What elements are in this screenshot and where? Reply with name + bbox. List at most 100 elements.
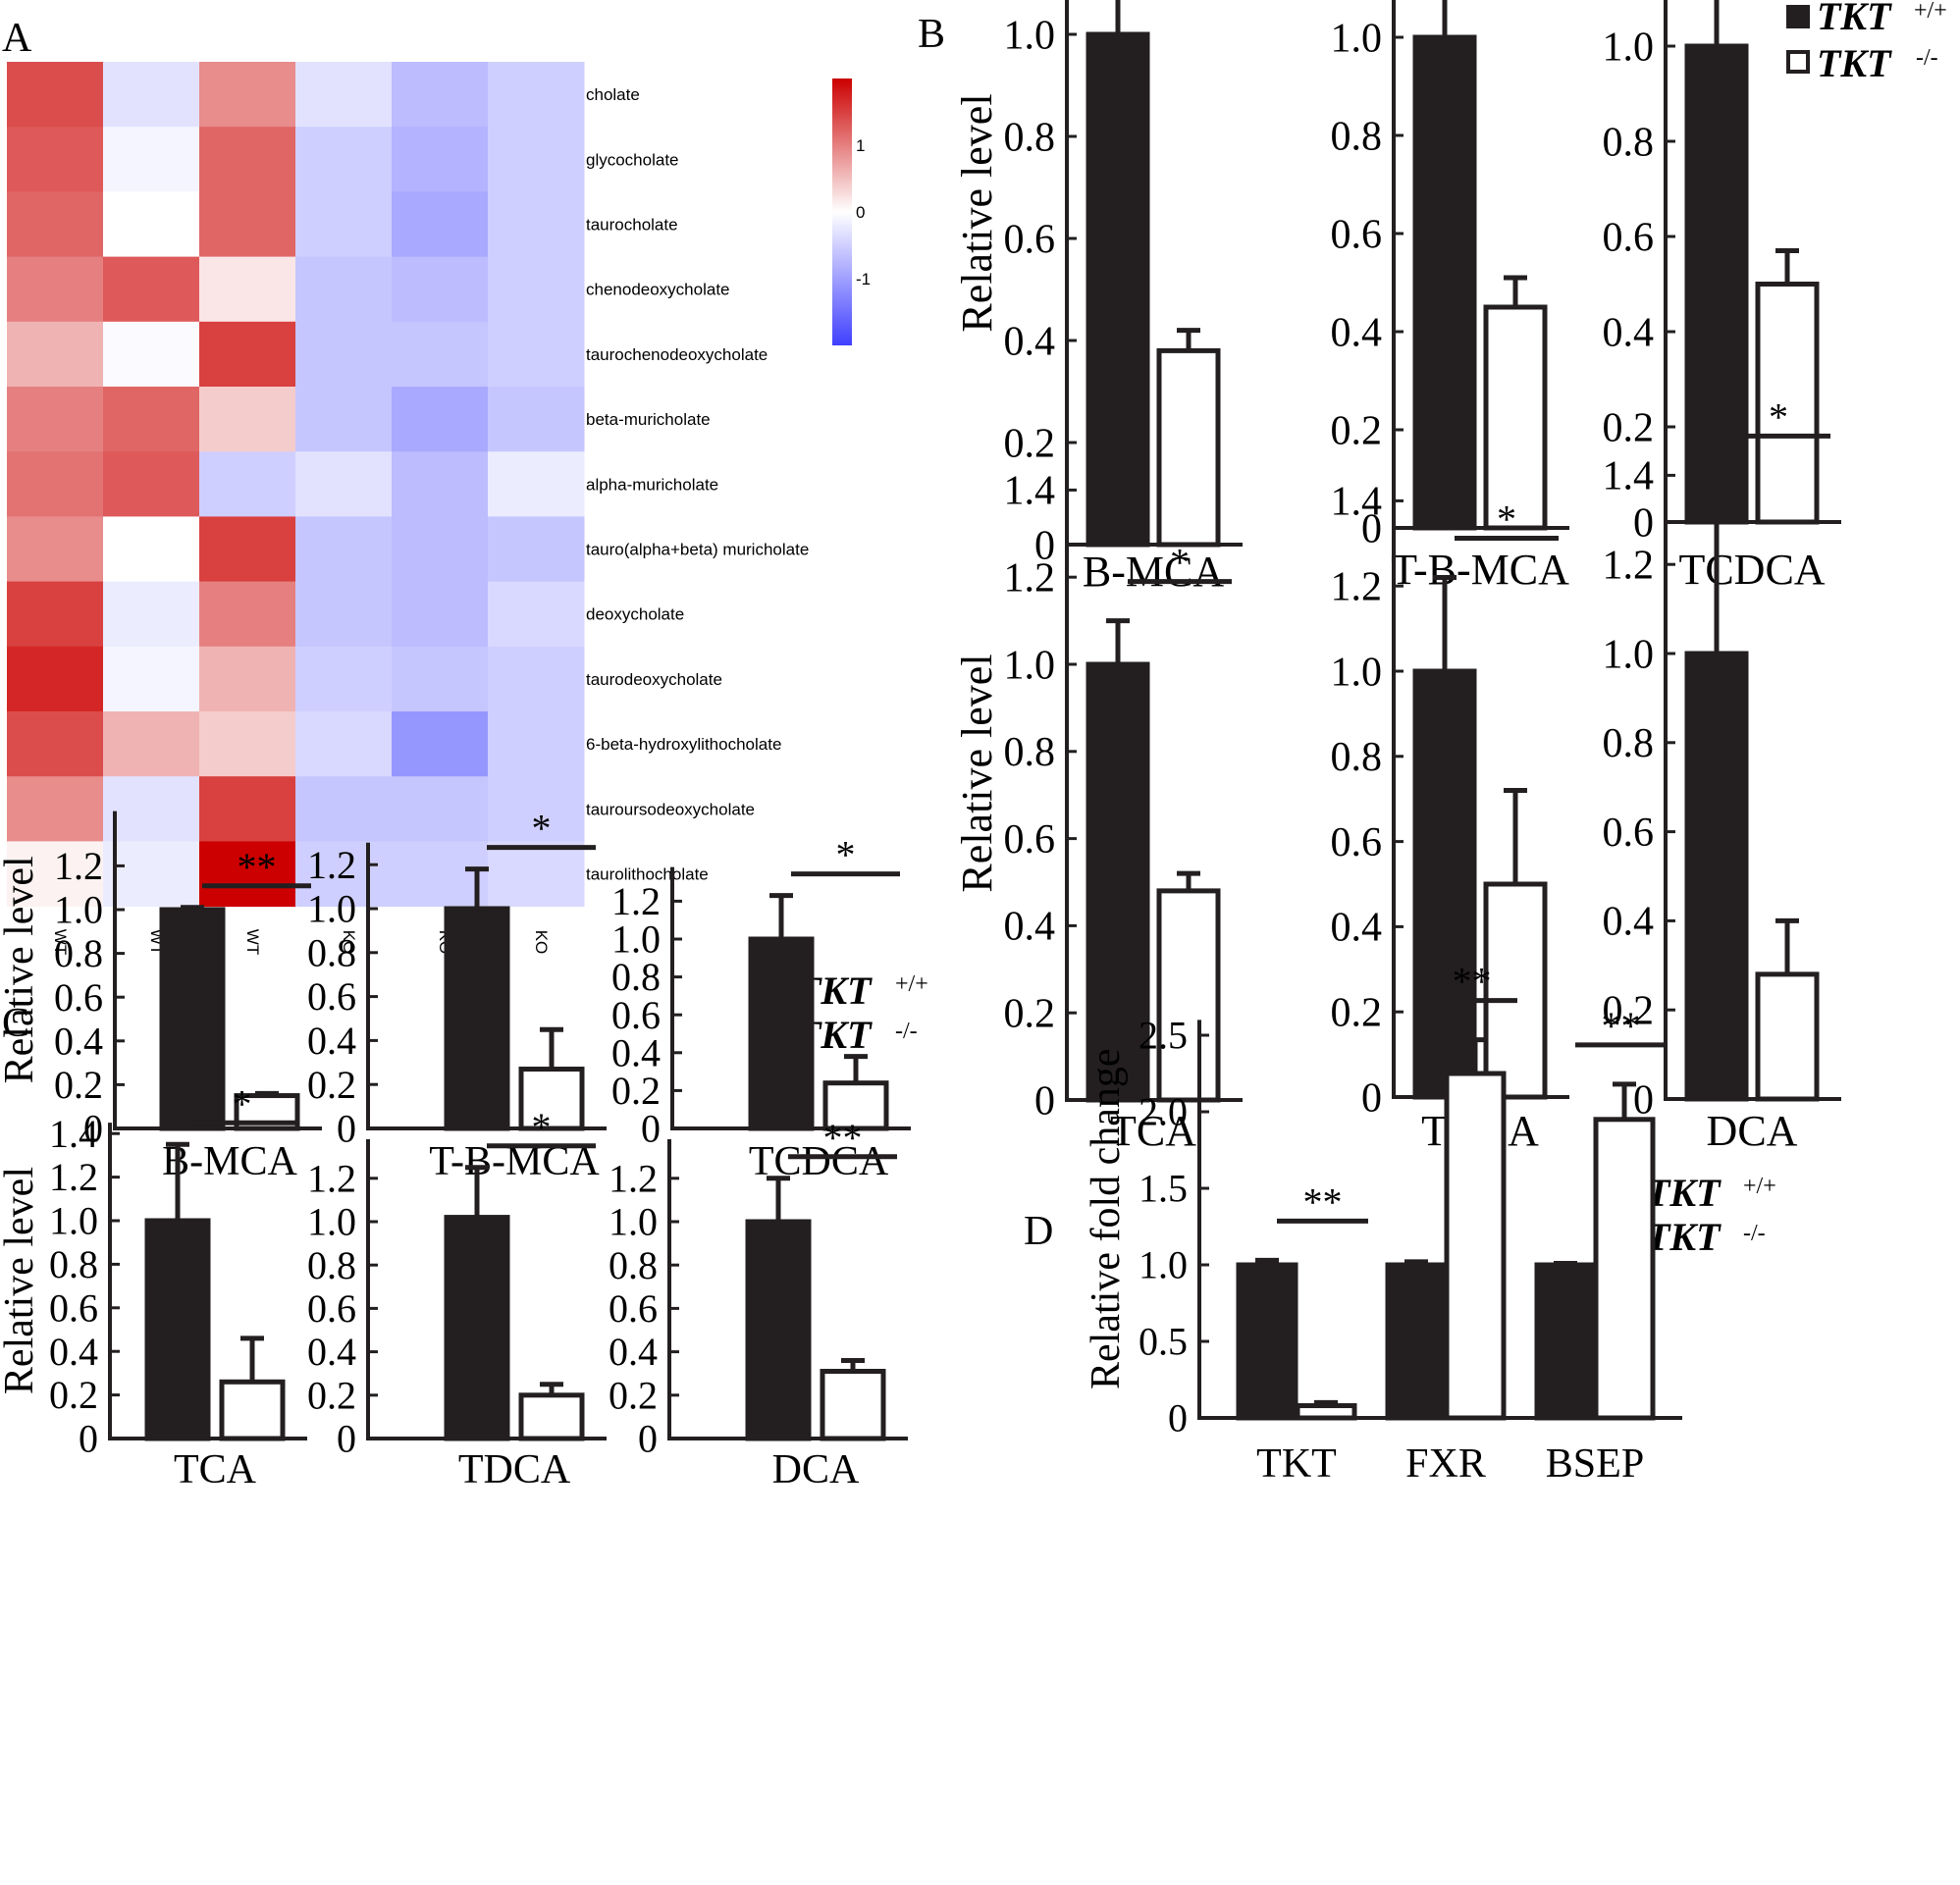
y-tick-label: 0.6 <box>307 1286 356 1331</box>
heatmap-cell <box>392 256 489 323</box>
heatmap-cell <box>392 776 489 842</box>
heatmap-cell <box>392 191 489 258</box>
heatmap-cell <box>103 387 200 452</box>
heatmap-cell <box>295 321 393 388</box>
x-category-label: TKT <box>1256 1441 1337 1487</box>
bar-wt <box>1086 661 1150 1103</box>
y-tick-label: 1.2 <box>307 843 356 887</box>
y-tick-label: 1.0 <box>49 1199 98 1243</box>
heatmap-row-label: taurochenodeoxycholate <box>586 345 768 364</box>
legend-swatch-wt <box>1786 5 1810 28</box>
y-axis-label: Relative level <box>0 1167 42 1394</box>
legend-label-ko: TKT <box>1817 41 1892 85</box>
heatmap-cell <box>392 321 489 388</box>
y-tick-label: 0.4 <box>611 1030 661 1074</box>
heatmap-cell <box>103 191 200 258</box>
significance-marker: ** <box>1303 1179 1343 1224</box>
significance-marker: * <box>1769 394 1788 439</box>
y-tick-label: 0.2 <box>54 1063 103 1107</box>
heatmap-cell <box>7 127 104 192</box>
y-tick-label: 1.5 <box>1139 1167 1188 1211</box>
legend-sup-ko: -/- <box>1743 1221 1766 1246</box>
heatmap-cell <box>199 387 296 452</box>
bar-ko <box>820 1368 886 1441</box>
heatmap-cell <box>295 841 393 908</box>
y-tick-label: 0.8 <box>54 931 103 975</box>
heatmap-cell <box>199 646 296 712</box>
bar-wt <box>1534 1262 1597 1421</box>
y-tick-label: 0 <box>638 1417 658 1461</box>
heatmap-column-label: WT <box>243 929 262 955</box>
heatmap-cell <box>488 62 585 128</box>
y-axis-label: Relative level <box>953 93 1001 332</box>
x-axis-title: TCA <box>1110 1107 1196 1155</box>
heatmap-cell <box>199 256 296 323</box>
bar-chart-B-DCA: 0 0.2 0.4 0.6 0.8 1.0 1.2 1.4 * DCA <box>1603 394 1841 1155</box>
significance-marker: ** <box>823 1116 863 1160</box>
heatmap-cell <box>103 646 200 712</box>
heatmap-cell <box>295 451 393 517</box>
y-tick-label: 1.2 <box>1603 543 1655 588</box>
y-tick-label: 0.6 <box>307 974 356 1019</box>
y-tick-label: 1.2 <box>307 1156 356 1200</box>
heatmap-cell <box>199 127 296 192</box>
color-scale-tick-label: -1 <box>856 270 871 288</box>
panel-label-c: C <box>2 1001 29 1046</box>
y-tick-label: 0.6 <box>54 975 103 1020</box>
heatmap-cell <box>103 256 200 323</box>
heatmap-cell <box>392 516 489 583</box>
y-tick-label: 0.4 <box>609 1330 658 1374</box>
bar-ko <box>1483 881 1548 1100</box>
y-tick-label: 0 <box>337 1417 356 1461</box>
y-tick-label: 0 <box>83 1107 103 1151</box>
heatmap-cell <box>295 516 393 583</box>
bar-wt <box>1412 668 1477 1100</box>
color-scale-tick-label: 1 <box>856 136 865 155</box>
heatmap-cell <box>488 127 585 192</box>
y-axis-label: Relative fold change <box>1084 1048 1129 1389</box>
y-tick-label: 0.8 <box>611 955 661 999</box>
x-category-label: BSEP <box>1546 1441 1644 1487</box>
bar-chart-C-TDCA: 00.20.40.60.81.01.2*TDCA <box>307 1105 607 1492</box>
heatmap: cholate glycocholate taurocholate chenodeox… <box>7 62 809 955</box>
y-tick-label: 0.6 <box>1331 212 1383 257</box>
heatmap-row-label: glycocholate <box>586 150 679 169</box>
heatmap-cell <box>199 451 296 517</box>
heatmap-cell <box>295 191 393 258</box>
bar-wt <box>1412 34 1477 531</box>
y-tick-label: 0 <box>1168 1396 1188 1440</box>
heatmap-cell <box>488 387 585 452</box>
y-tick-label: 0.5 <box>1139 1320 1188 1364</box>
x-category-label: FXR <box>1405 1441 1486 1487</box>
bar-chart-C-DCA: 00.20.40.60.81.01.2 ** DCA <box>609 1116 908 1492</box>
y-tick-label: 0.6 <box>1004 217 1056 262</box>
heatmap-cell <box>7 841 104 908</box>
bar-ko <box>1483 304 1548 531</box>
y-tick-label: 1.0 <box>54 888 103 932</box>
heatmap-cell <box>199 62 296 128</box>
bar-ko <box>1755 971 1820 1102</box>
bar-wt <box>444 1215 510 1441</box>
x-axis-title: TDCA <box>458 1447 571 1492</box>
bar-wt <box>1684 651 1749 1102</box>
legend-label-wt: TKT <box>1817 0 1892 38</box>
y-tick-label: 1.0 <box>1004 643 1056 688</box>
panel-label-d: D <box>1024 1209 1053 1254</box>
y-axis-label: Relative level <box>953 654 1001 892</box>
y-tick-label: 0.6 <box>49 1285 98 1330</box>
y-tick-label: 1.2 <box>54 844 103 888</box>
y-tick-label: 0.8 <box>1004 115 1056 160</box>
heatmap-cell <box>7 256 104 323</box>
y-tick-label: 1.0 <box>1331 16 1383 61</box>
y-tick-label: 0.8 <box>1603 721 1655 766</box>
significance-marker: ** <box>1453 960 1492 1004</box>
heatmap-cell <box>488 321 585 388</box>
y-tick-label: 0 <box>1361 506 1382 551</box>
heatmap-row-label: taurodeoxycholate <box>586 670 722 689</box>
heatmap-cell <box>295 646 393 712</box>
heatmap-cell <box>392 711 489 777</box>
heatmap-cell <box>7 191 104 258</box>
y-tick-label: 0.4 <box>49 1330 98 1374</box>
